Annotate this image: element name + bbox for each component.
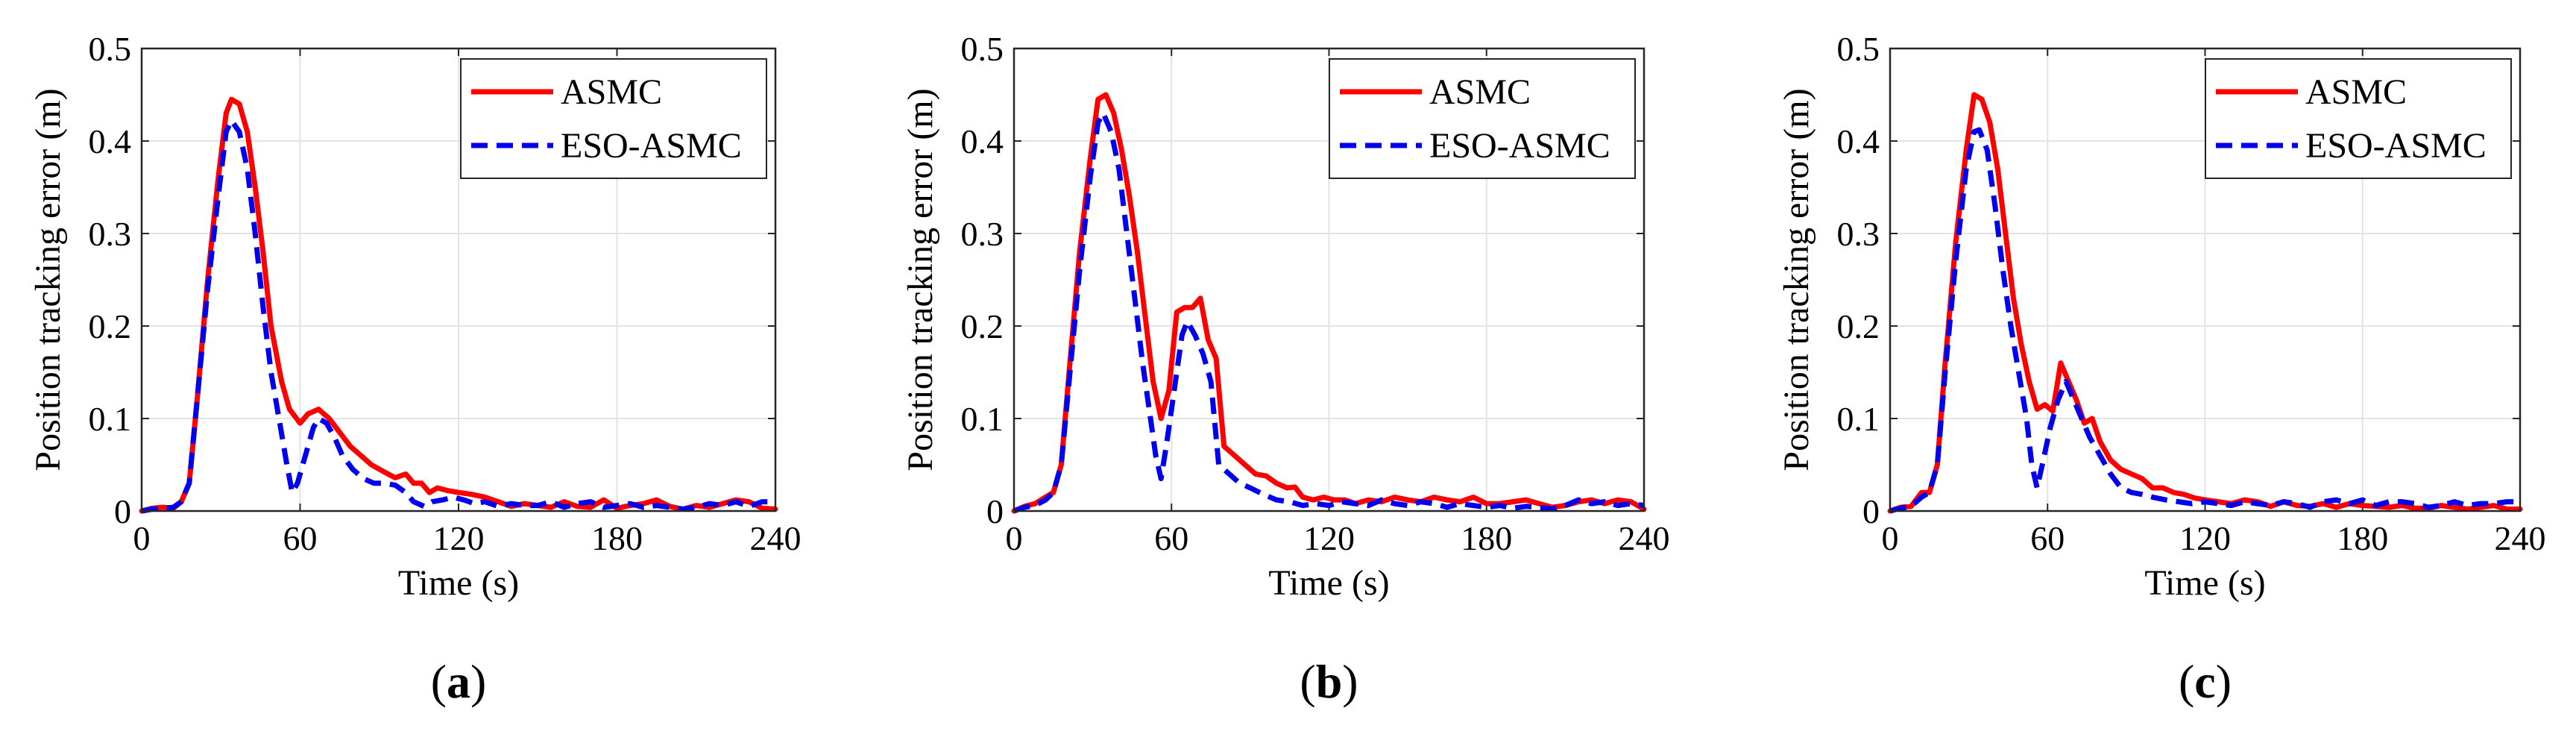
x-tick-label: 120 (2179, 519, 2231, 557)
panel-caption: (c) (2179, 655, 2232, 708)
x-tick-label: 60 (283, 519, 318, 557)
x-tick-label: 240 (2495, 519, 2546, 557)
x-axis-label: Time (s) (2144, 563, 2265, 603)
legend-box (1329, 58, 1636, 179)
legend-box (2205, 58, 2512, 179)
series-line-eso-asmc (1889, 127, 2520, 514)
axes-box (1889, 47, 2522, 513)
series-line-asmc (1011, 92, 1647, 514)
y-axis-label: Position tracking error (m) (901, 88, 940, 471)
y-tick-label: 0.3 (89, 215, 132, 253)
x-tick-label: 180 (2337, 519, 2388, 557)
x-tick-label: 120 (1303, 519, 1355, 557)
panel-caption: (a) (431, 655, 487, 708)
series-line-asmc (1887, 92, 2523, 514)
x-tick-label: 60 (2030, 519, 2065, 557)
series-line-eso-asmc (1013, 110, 1645, 514)
legend-label: ASMC (1429, 72, 1531, 112)
series-line-eso-asmc (141, 118, 775, 514)
y-tick-label: 0.5 (961, 30, 1004, 68)
y-tick-label: 0 (986, 492, 1004, 530)
legend-label: ESO-ASMC (1429, 126, 1610, 166)
axes-box (1013, 47, 1646, 513)
y-tick-label: 0.2 (961, 307, 1004, 345)
y-axis-label: Position tracking error (m) (1777, 88, 1816, 471)
x-tick-label: 240 (1619, 519, 1670, 557)
y-tick-label: 0.2 (1837, 307, 1880, 345)
x-axis-label: Time (s) (1268, 563, 1389, 603)
y-tick-label: 0.3 (961, 215, 1004, 253)
x-tick-label: 0 (133, 519, 151, 557)
x-tick-label: 240 (750, 519, 802, 557)
legend-label: ASMC (561, 72, 662, 112)
legend-label: ESO-ASMC (561, 126, 742, 166)
series-line-asmc (139, 96, 778, 514)
panel-caption: (b) (1300, 655, 1358, 708)
y-tick-label: 0 (1862, 492, 1880, 530)
y-tick-label: 0.5 (1837, 30, 1880, 68)
legend-box (460, 58, 767, 179)
y-tick-label: 0.4 (1837, 122, 1880, 160)
y-tick-label: 0.1 (961, 400, 1004, 438)
legend-label: ESO-ASMC (2305, 126, 2487, 166)
y-tick-label: 0.3 (1837, 215, 1880, 253)
y-tick-label: 0.4 (89, 122, 132, 160)
chart-panel-b: 0 0.1 0.2 0.3 0.4 0.5 0 60 120 180 240 ASMC ESO-ASMC… (901, 30, 1670, 708)
x-tick-label: 180 (591, 519, 643, 557)
y-tick-label: 0 (114, 492, 131, 530)
y-tick-label: 0.1 (89, 400, 132, 438)
axes-box (140, 47, 777, 513)
chart-panel-c: 0 0.1 0.2 0.3 0.4 0.5 0 60 120 180 240 ASMC ESO-ASMC… (1777, 30, 2546, 708)
legend-label: ASMC (2305, 72, 2407, 112)
x-tick-label: 0 (1882, 519, 1899, 557)
x-tick-label: 120 (433, 519, 485, 557)
x-tick-label: 0 (1006, 519, 1023, 557)
y-tick-label: 0.4 (961, 122, 1004, 160)
x-tick-label: 180 (1461, 519, 1512, 557)
x-axis-label: Time (s) (398, 563, 519, 603)
y-tick-label: 0.5 (89, 30, 132, 68)
chart-panel-a: 0 0.1 0.2 0.3 0.4 0.5 0 60 120 180 240 ASMC ESO-ASMC… (28, 30, 802, 708)
y-tick-label: 0.2 (89, 307, 132, 345)
y-tick-label: 0.1 (1837, 400, 1880, 438)
x-tick-label: 60 (1154, 519, 1188, 557)
y-axis-label: Position tracking error (m) (28, 88, 68, 471)
